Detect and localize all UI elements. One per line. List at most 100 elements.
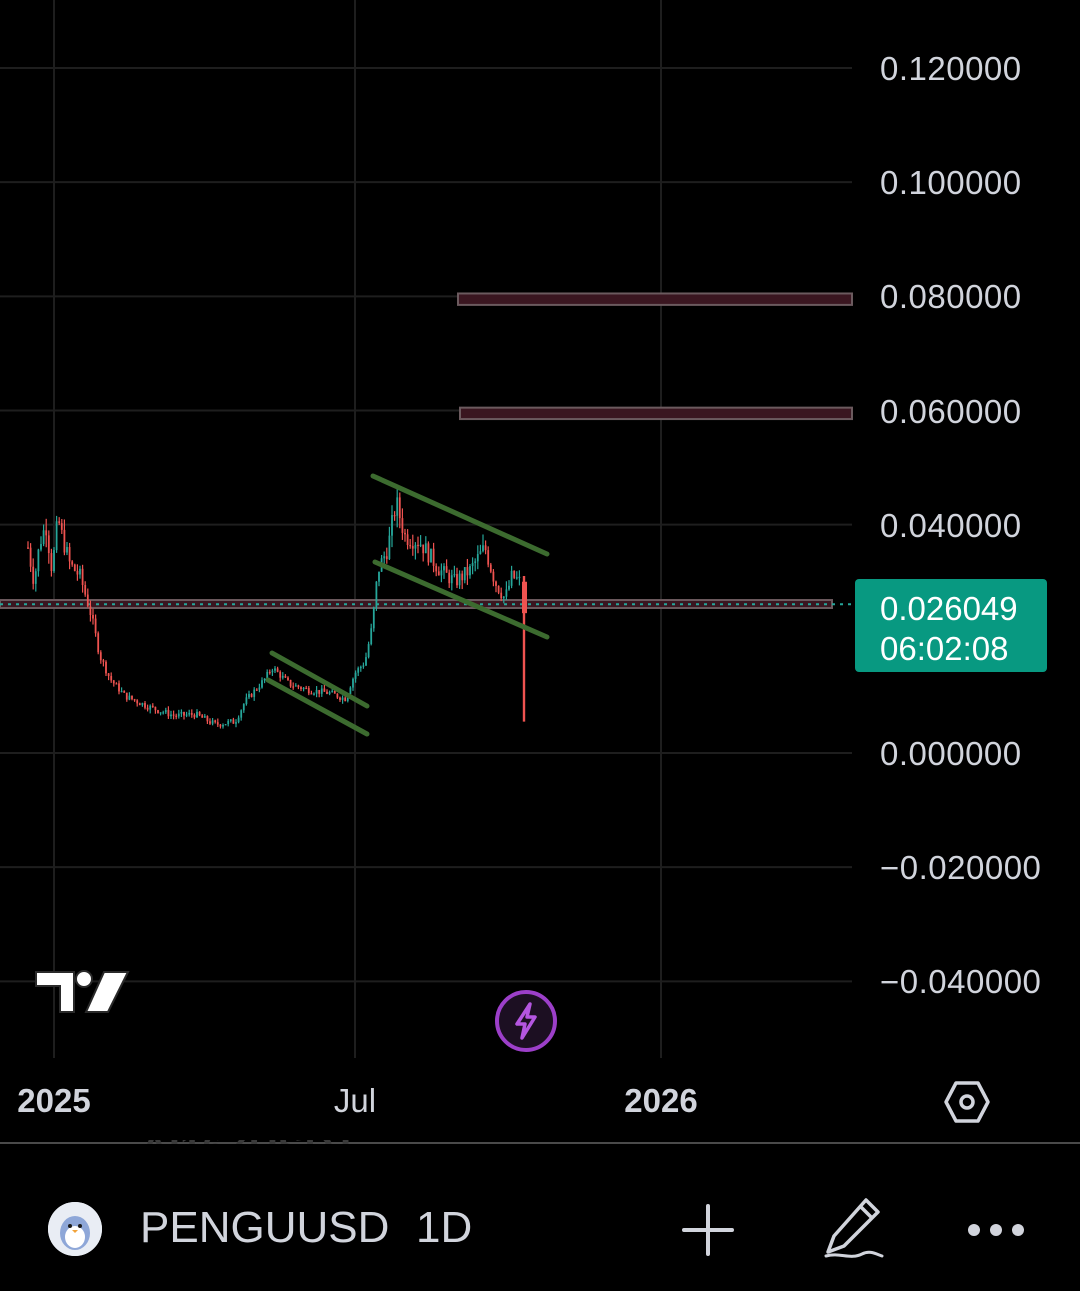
candle-body: [307, 688, 310, 694]
candle-body: [99, 652, 102, 661]
candle-body: [419, 544, 422, 546]
candle-body: [456, 574, 458, 586]
price-axis-label: −0.040000: [880, 963, 1042, 1001]
candle-body: [453, 574, 456, 576]
candle-body: [443, 566, 445, 571]
candle-body: [71, 561, 74, 565]
candle-body: [66, 547, 68, 553]
pencil-icon[interactable]: [820, 1194, 886, 1267]
candle-body: [149, 705, 152, 710]
candle-body: [398, 497, 401, 519]
candle-body: [302, 687, 305, 690]
candle-body: [352, 678, 354, 688]
candle-body: [274, 668, 276, 671]
candle-body: [513, 570, 516, 578]
hexagon-settings-icon[interactable]: [944, 1080, 990, 1129]
candle-body: [102, 660, 105, 662]
price-chart[interactable]: [0, 0, 1080, 1060]
candle-body: [219, 724, 222, 727]
time-axis[interactable]: 2025 Jul 2026: [0, 1060, 1080, 1144]
candle-body: [396, 497, 399, 516]
candle-body: [167, 709, 170, 717]
candle-body: [393, 515, 396, 517]
time-label-2026: 2026: [624, 1082, 698, 1119]
candle-body: [92, 615, 94, 619]
candle-body: [177, 713, 180, 717]
candle-body: [476, 554, 479, 562]
candle-body: [138, 703, 141, 706]
candle-body: [133, 699, 136, 701]
candle-body: [437, 571, 440, 576]
candle-body: [258, 687, 261, 690]
candle-body: [300, 687, 302, 689]
candle-body: [34, 571, 37, 584]
candle-body: [170, 714, 172, 717]
candle-body: [271, 670, 274, 673]
candle-body: [201, 715, 204, 718]
candle-body: [383, 556, 386, 559]
price-axis-label: 0.060000: [880, 392, 1022, 430]
candle-body: [489, 564, 492, 572]
candle-body: [305, 687, 308, 690]
candle-body: [250, 694, 253, 697]
candle-body: [448, 572, 451, 584]
candle-body: [42, 530, 45, 545]
candle-body: [60, 523, 63, 530]
candle-body: [89, 606, 92, 616]
candle-body: [136, 700, 139, 704]
candle-body: [123, 690, 126, 693]
candle-body: [458, 573, 461, 586]
chart-area[interactable]: 0.120000 0.100000 0.080000 0.060000 0.040000…: [0, 0, 1080, 1060]
candle-body: [240, 710, 243, 718]
candle-body: [370, 628, 373, 645]
trendline: [265, 677, 370, 737]
candle-body: [463, 567, 466, 581]
candle-body: [185, 714, 188, 716]
plus-icon[interactable]: [680, 1202, 736, 1263]
candle-body: [105, 661, 107, 674]
candle-body: [125, 692, 128, 700]
candle-body: [120, 690, 123, 693]
candle-body: [112, 680, 115, 684]
candle-body: [406, 534, 409, 546]
candle-body: [268, 671, 271, 674]
candle-body: [261, 680, 263, 688]
candle-body: [229, 719, 232, 721]
candle-body: [242, 704, 245, 711]
avatar[interactable]: [48, 1202, 102, 1256]
candle-body: [45, 530, 48, 536]
lightning-icon[interactable]: [495, 990, 557, 1052]
candle-body: [378, 571, 380, 582]
candle-body: [222, 725, 224, 727]
more-dots-icon[interactable]: [966, 1216, 1026, 1249]
candle-body: [128, 695, 131, 700]
candle-body: [294, 685, 297, 687]
candle-body: [164, 709, 167, 713]
candle-body: [146, 707, 149, 710]
interval-button[interactable]: 1D: [416, 1203, 473, 1252]
candle-body: [248, 694, 250, 698]
symbol-name[interactable]: PENGUUSD: [140, 1203, 390, 1252]
candle-body: [287, 677, 289, 680]
candle-body: [492, 571, 495, 582]
candle-body: [196, 711, 198, 718]
candle-body: [495, 581, 497, 586]
candle-body: [515, 577, 518, 579]
candle-body: [183, 711, 185, 716]
candle-body: [110, 676, 113, 681]
tradingview-logo[interactable]: [30, 966, 130, 1023]
candle-body: [190, 712, 193, 715]
candle-body: [227, 720, 230, 725]
candle-body: [253, 689, 256, 697]
candle-body: [73, 564, 76, 571]
candle-body: [474, 561, 477, 563]
price-axis-label: 0.120000: [880, 50, 1022, 87]
candle-body: [508, 585, 510, 590]
candle-body: [266, 671, 269, 679]
candle-body: [411, 545, 414, 549]
candle-body: [289, 679, 292, 687]
candle-body: [245, 697, 248, 705]
candle-body: [518, 576, 521, 579]
candle-body: [385, 556, 388, 560]
candle-body: [430, 548, 432, 563]
